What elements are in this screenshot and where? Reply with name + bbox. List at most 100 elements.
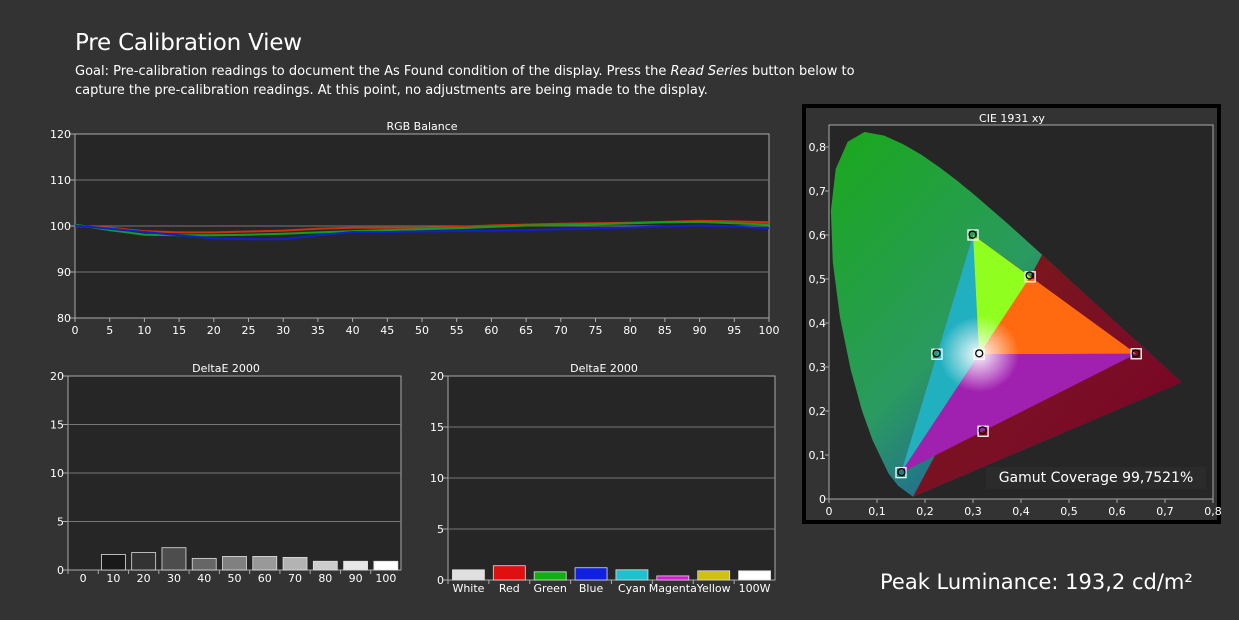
color-bar-magenta xyxy=(656,575,690,581)
gray-x-tick-label: 60 xyxy=(258,572,272,585)
rgb-x-ticks: 0 5 10 15 20 25 30 35 40 45 50 55 60 65 70 75 80 85 90 95 10… xyxy=(72,318,780,337)
rgb-x-tick-label: 60 xyxy=(484,324,498,337)
cie-measured-white xyxy=(975,349,984,358)
gray-x-ticks: 0 10 20 30 40 50 60 70 80 90 100 xyxy=(67,570,396,585)
color-bar-cyan xyxy=(615,569,649,581)
rgb-x-tick-label: 45 xyxy=(380,324,394,337)
gray-y-tick-label: 0 xyxy=(57,564,64,577)
cie-target-green xyxy=(967,229,979,241)
color-y-tick-label: 20 xyxy=(430,370,444,383)
cie-y-tick-label: 0,1 xyxy=(809,449,827,462)
cie-measured-points xyxy=(897,230,1140,477)
cie-x-ticks: 0 0,1 0,2 0,3 0,4 0,5 0,6 0,7 0,8 xyxy=(826,499,1222,518)
color-bar-red xyxy=(492,565,526,581)
gray-x-tick-label: 30 xyxy=(167,572,181,585)
cie-measured-green xyxy=(968,230,977,239)
rgb-chart-title: RGB Balance xyxy=(386,120,457,133)
color-x-tick-label: White xyxy=(452,582,484,595)
gray-bar-40 xyxy=(191,557,217,571)
cie-triangle-yellow xyxy=(973,235,1137,355)
peak-luminance-label: Peak Luminance: 193,2 cd/m² xyxy=(880,570,1193,594)
rgb-x-tick-label: 95 xyxy=(727,324,741,337)
rgb-x-tick-label: 70 xyxy=(554,324,568,337)
cie-x-tick-label: 0,4 xyxy=(1012,505,1030,518)
cie-measured-blue xyxy=(897,468,906,477)
cie-target-red xyxy=(1130,348,1142,360)
cie-y-tick-label: 0 xyxy=(819,493,826,506)
rgb-x-tick-label: 40 xyxy=(346,324,360,337)
rgb-x-tick-label: 5 xyxy=(106,324,113,337)
rgb-x-tick-label: 90 xyxy=(693,324,707,337)
rgb-x-tick-label: 15 xyxy=(172,324,186,337)
color-x-ticks: White Red Green Blue Cyan Magenta Yellow 100W xyxy=(447,580,771,595)
rgb-y-ticks: 120 110 100 90 80 xyxy=(50,128,75,325)
color-y-tick-label: 10 xyxy=(430,472,444,485)
cie-x-tick-label: 0,6 xyxy=(1108,505,1126,518)
rgb-x-tick-label: 75 xyxy=(589,324,603,337)
color-x-tick-label: Red xyxy=(499,582,520,595)
cie-x-tick-label: 0,8 xyxy=(1204,505,1222,518)
color-y-tick-label: 5 xyxy=(437,523,444,536)
gray-y-tick-label: 10 xyxy=(50,467,64,480)
goal-suffix: button below to capture the pre-calibrat… xyxy=(75,64,855,98)
gray-bar-30 xyxy=(161,547,187,571)
gray-bars xyxy=(101,547,399,571)
gray-gridlines xyxy=(68,424,401,522)
rgb-x-tick-label: 30 xyxy=(276,324,290,337)
rgb-series-line-1 xyxy=(74,220,770,237)
color-x-tick-label: 100W xyxy=(739,582,771,595)
cie-y-tick-label: 0,7 xyxy=(809,185,827,198)
color-bar-white xyxy=(452,569,485,581)
color-x-tick-label: Blue xyxy=(579,582,604,595)
rgb-x-tick-label: 50 xyxy=(415,324,429,337)
gamut-coverage-label: Gamut Coverage 99,7521% xyxy=(986,467,1206,489)
gray-bar-60 xyxy=(252,556,278,571)
cie-y-tick-label: 0,5 xyxy=(809,273,827,286)
gray-y-ticks: 20 15 10 5 0 xyxy=(50,370,68,577)
cie-measured-red xyxy=(1131,349,1140,358)
color-chart-title: DeltaE 2000 xyxy=(570,362,638,375)
rgb-y-tick-label: 110 xyxy=(50,174,71,187)
color-y-ticks: 20 15 10 5 0 xyxy=(430,370,448,587)
gray-bar-100 xyxy=(373,560,399,571)
cie-y-tick-label: 0,4 xyxy=(809,317,827,330)
cie-y-ticks: 0,8 0,7 0,6 0,5 0,4 0,3 0,2 0,1 0 xyxy=(809,141,829,506)
rgb-x-tick-label: 80 xyxy=(623,324,637,337)
cie-x-tick-label: 0,5 xyxy=(1060,505,1078,518)
goal-prefix: Goal: Pre-calibration readings to docume… xyxy=(75,64,671,79)
rgb-y-tick-label: 90 xyxy=(57,266,71,279)
gray-x-tick-label: 40 xyxy=(197,572,211,585)
rgb-x-tick-label: 55 xyxy=(450,324,464,337)
goal-text: Goal: Pre-calibration readings to docume… xyxy=(75,62,855,100)
goal-read-series: Read Series xyxy=(670,64,748,79)
cie-measured-yellow xyxy=(1025,271,1034,280)
cie-whitepoint-glow xyxy=(939,316,1020,393)
color-x-tick-label: Green xyxy=(534,582,567,595)
gray-x-tick-label: 20 xyxy=(137,572,151,585)
rgb-x-tick-label: 25 xyxy=(242,324,256,337)
rgb-x-tick-label: 85 xyxy=(658,324,672,337)
cie-x-tick-label: 0,2 xyxy=(916,505,934,518)
rgb-series xyxy=(74,219,770,241)
cie-x-tick-label: 0,1 xyxy=(868,505,886,518)
rgb-y-tick-label: 80 xyxy=(57,312,71,325)
color-bar-blue xyxy=(574,567,608,581)
cie-chart-title: CIE 1931 xy xyxy=(979,112,1045,125)
cie-target-blue xyxy=(895,466,907,479)
color-y-tick-label: 15 xyxy=(430,421,444,434)
gray-bar-10 xyxy=(101,554,126,571)
cie-x-tick-label: 0,3 xyxy=(964,505,982,518)
gray-bar-70 xyxy=(282,556,308,571)
gray-bar-20 xyxy=(131,552,157,571)
cie-y-tick-label: 0,2 xyxy=(809,405,827,418)
cie-x-tick-label: 0 xyxy=(826,505,833,518)
gray-chart-title: DeltaE 2000 xyxy=(192,362,260,375)
rgb-y-tick-label: 120 xyxy=(50,128,71,141)
color-deltae-chart: DeltaE 2000 20 15 10 5 0 White Red Green Blue Cy… xyxy=(430,362,776,595)
rgb-x-tick-label: 0 xyxy=(72,324,79,337)
rgb-x-tick-label: 35 xyxy=(311,324,325,337)
gray-bar-90 xyxy=(343,560,368,571)
cie-x-tick-label: 0,7 xyxy=(1156,505,1174,518)
color-bar-green xyxy=(533,571,567,581)
